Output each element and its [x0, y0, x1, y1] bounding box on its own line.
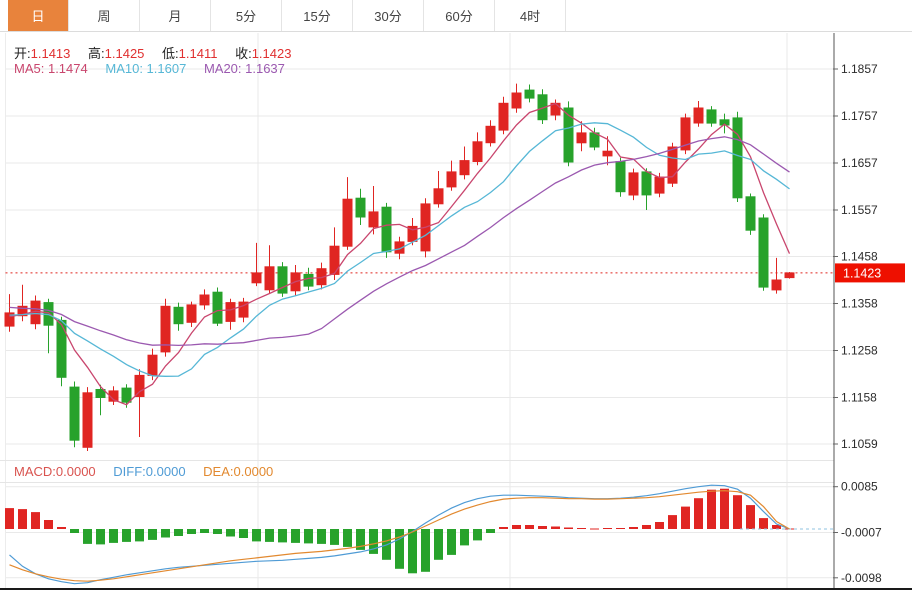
high-label: 高: — [88, 46, 105, 61]
ohlc-quote-bar: 开:1.1413 高:1.1425 低:1.1411 收:1.1423 — [14, 43, 305, 62]
tab-30min[interactable]: 30分 — [353, 0, 424, 31]
candles — [4, 83, 795, 451]
ma10-label: MA10: — [105, 61, 147, 76]
macd-histogram — [5, 488, 794, 574]
tab-5min[interactable]: 5分 — [211, 0, 282, 31]
axis-tick-label: 1.1158 — [841, 391, 877, 405]
diff-label: DIFF: — [113, 464, 146, 479]
axis-tick-label: 1.1757 — [841, 109, 878, 123]
macd-value: 0.0000 — [55, 464, 96, 479]
axis-tick-label: 1.1258 — [841, 344, 878, 358]
ma5-line — [9, 102, 791, 406]
macd-label: MACD: — [14, 464, 56, 479]
tab-60min[interactable]: 60分 — [424, 0, 495, 31]
ma-legend-bar: MA5: 1.1474 MA10: 1.1607 MA20: 1.1637 — [14, 61, 299, 76]
ma10-value: 1.1607 — [146, 61, 187, 76]
axis-tick-label: 1.1557 — [841, 203, 878, 217]
tab-month[interactable]: 月 — [140, 0, 211, 31]
ma20-value: 1.1637 — [245, 61, 285, 76]
open-value: 1.1413 — [30, 46, 71, 61]
dea-label: DEA: — [203, 464, 234, 479]
close-label: 收: — [235, 46, 252, 61]
dea-value: 0.0000 — [233, 464, 274, 479]
ma10-line — [9, 122, 790, 377]
open-label: 开: — [14, 46, 31, 61]
close-value: 1.1423 — [251, 46, 292, 61]
diff-line — [9, 484, 790, 585]
tab-week[interactable]: 周 — [69, 0, 140, 31]
axis-tick-label: 0.0085 — [841, 480, 878, 494]
ma5-value: 1.1474 — [47, 61, 88, 76]
low-value: 1.1411 — [178, 46, 218, 61]
axis-tick-label: 1.1358 — [841, 297, 878, 311]
gridlines — [0, 33, 834, 588]
chart-bottom-border — [0, 588, 912, 590]
tab-15min[interactable]: 15分 — [282, 0, 353, 31]
tab-4hour[interactable]: 4时 — [495, 0, 566, 31]
axis-tick-label: 1.1458 — [841, 250, 878, 264]
macd-legend-bar: MACD:0.0000 DIFF:0.0000 DEA:0.0000 — [14, 464, 287, 479]
interval-tab-bar: 日 周 月 5分 15分 30分 60分 4时 — [0, 0, 912, 32]
high-value: 1.1425 — [104, 46, 145, 61]
price-axis: 1.1857 1.1757 1.1657 1.1557 1.1458 1.1358 1.12… — [833, 33, 882, 589]
axis-tick-label: 1.1657 — [841, 156, 878, 170]
axis-tick-label: -0.0007 — [841, 526, 882, 540]
dea-line — [9, 490, 790, 582]
axis-tick-label: -0.0098 — [841, 571, 882, 585]
ma20-label: MA20: — [203, 61, 246, 76]
ma5-label: MA5: — [14, 61, 48, 76]
ma20-line — [9, 136, 790, 347]
tab-day[interactable]: 日 — [8, 0, 69, 31]
axis-tick-label: 1.1059 — [841, 437, 878, 451]
last-price-value: 1.1423 — [843, 266, 881, 280]
low-label: 低: — [162, 46, 179, 61]
diff-value: 0.0000 — [145, 464, 186, 479]
axis-tick-label: 1.1857 — [841, 62, 878, 76]
last-price-tag: 1.1423 — [835, 263, 905, 283]
